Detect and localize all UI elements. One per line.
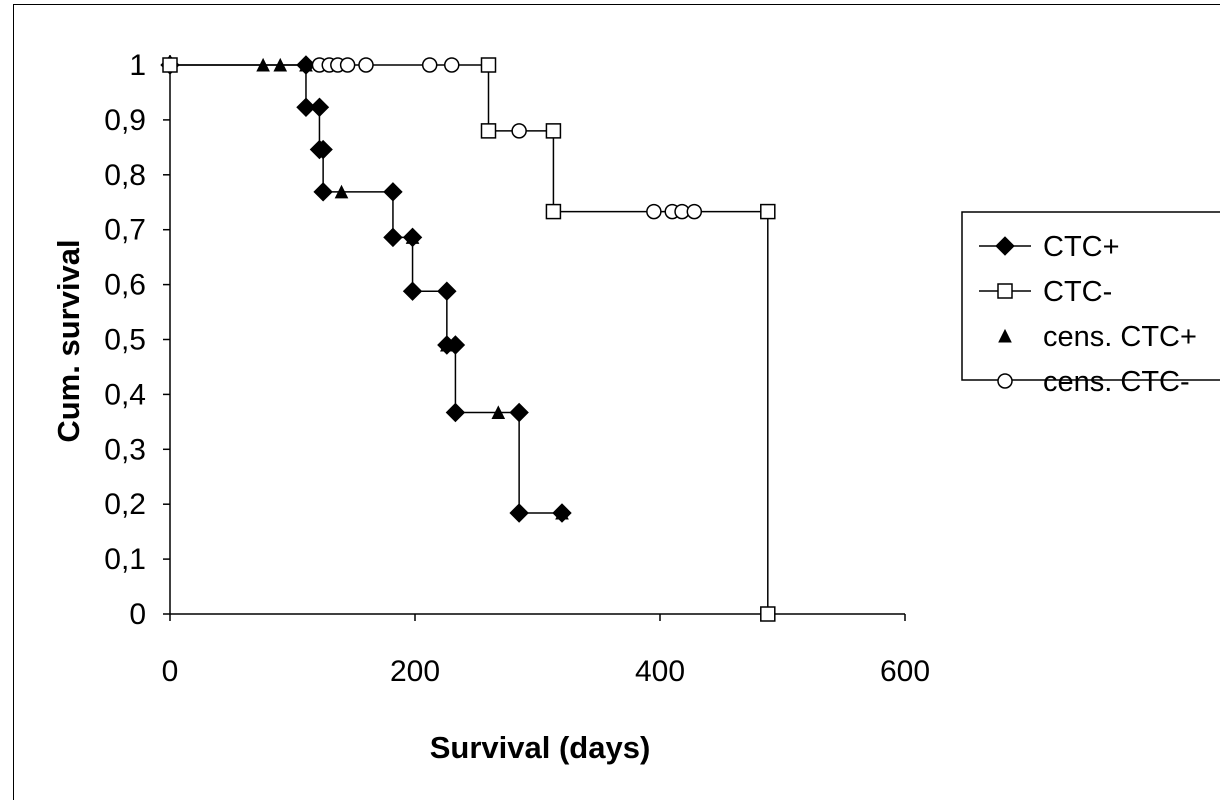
data-point-square	[480, 57, 497, 73]
legend-label: cens. CTC+	[1043, 321, 1197, 353]
y-tick-label: 0,4	[104, 378, 146, 411]
data-point-diamond	[437, 281, 457, 301]
y-tick-label: 0,5	[104, 324, 146, 357]
data-point-triangle	[491, 405, 506, 420]
legend-marker-triangle	[998, 328, 1012, 343]
y-tick-label: 1	[129, 49, 146, 82]
series-lines	[170, 64, 769, 614]
data-point-circle	[339, 57, 356, 73]
series-markers	[160, 55, 776, 622]
data-point-square	[162, 57, 178, 73]
legend-label: CTC-	[1043, 276, 1112, 308]
data-point-diamond	[309, 97, 330, 117]
data-point-diamond	[296, 97, 316, 117]
data-point-circle	[444, 57, 460, 73]
y-tick-label: 0	[129, 598, 146, 631]
chart-area-border	[13, 4, 1220, 800]
y-tick-label: 0,9	[104, 104, 146, 137]
data-point-triangle	[555, 505, 569, 520]
legend-label: CTC+	[1043, 231, 1120, 263]
x-tick-label: 0	[162, 655, 179, 688]
legend-label: cens. CTC-	[1043, 366, 1190, 398]
x-tick-label: 600	[880, 655, 930, 688]
y-tick-label: 0,3	[104, 433, 146, 466]
data-point-triangle	[334, 184, 349, 199]
data-point-square	[545, 123, 562, 139]
data-point-diamond	[509, 402, 529, 423]
legend-marker-circle	[997, 373, 1013, 389]
tick-labels: 0 0,1 0,2 0,3 0,4 0,5 0,6 0,7 0,8 0,9 1 0 200 400 600	[104, 49, 930, 688]
data-point-diamond	[445, 402, 466, 423]
data-point-triangle	[299, 57, 313, 72]
y-tick-label: 0,8	[104, 159, 146, 192]
x-tick-label: 400	[635, 655, 685, 688]
data-point-square	[480, 123, 497, 139]
data-point-diamond	[383, 182, 403, 202]
data-point-circle	[686, 203, 703, 220]
data-point-circle	[358, 57, 374, 73]
data-point-square	[760, 606, 776, 622]
y-tick-label: 0,1	[104, 543, 146, 576]
data-point-circle	[421, 57, 438, 73]
legend: CTC+ CTC-cens. CTC+ cens. CTC-	[961, 211, 1220, 398]
data-point-circle	[511, 123, 527, 139]
data-point-diamond	[383, 227, 403, 248]
data-point-triangle	[440, 337, 454, 352]
data-point-triangle	[256, 57, 270, 72]
data-point-triangle	[405, 230, 420, 244]
data-point-square	[545, 203, 562, 220]
data-point-square	[760, 203, 776, 220]
legend-marker-square	[997, 283, 1013, 299]
data-point-diamond	[402, 281, 423, 301]
y-tick-label: 0,7	[104, 214, 146, 247]
data-point-triangle	[273, 57, 288, 72]
y-tick-label: 0,2	[104, 488, 146, 521]
legend-marker-diamond	[995, 236, 1015, 256]
data-point-diamond	[509, 503, 529, 523]
y-tick-label: 0,6	[104, 269, 146, 302]
data-point-diamond	[313, 139, 333, 160]
data-point-diamond	[313, 182, 333, 202]
x-tick-label: 200	[390, 655, 440, 688]
series-line-CTC-	[170, 64, 769, 614]
x-axis-title: Survival (days)	[430, 730, 651, 765]
series-line-CTC+	[170, 64, 562, 514]
data-point-circle	[646, 203, 662, 220]
y-axis-title: Cum. survival	[51, 239, 86, 442]
axes	[163, 55, 906, 621]
